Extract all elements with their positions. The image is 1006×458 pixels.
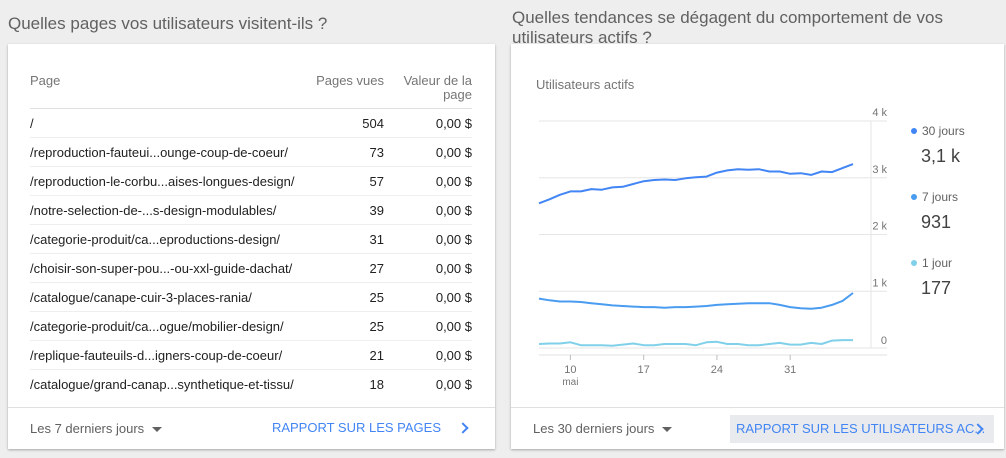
table-row[interactable]: /notre-selection-de-...s-design-modulabl… <box>30 195 472 225</box>
legend-value-7-days: 931 <box>921 212 952 232</box>
legend-item-7-days: 7 jours 931 <box>911 190 958 233</box>
users-report-link[interactable]: RAPPORT SUR LES UTILISATEURS AC... <box>730 415 994 443</box>
pages-report-link[interactable]: RAPPORT SUR LES PAGES <box>266 408 473 448</box>
y-tick-label: 2 k <box>872 221 887 233</box>
pageviews-cell: 25 <box>300 311 384 341</box>
page-cell: /choisir-son-super-pou...-ou-xxl-guide-d… <box>30 253 300 283</box>
pageviews-cell: 27 <box>300 253 384 283</box>
y-tick-label: 3 k <box>872 164 887 176</box>
table-row[interactable]: /catalogue/canape-cuir-3-places-rania/25… <box>30 282 472 312</box>
table-row[interactable]: /categorie-produit/ca...ogue/mobilier-de… <box>30 311 472 341</box>
legend-dot-7-days <box>911 193 917 200</box>
page-cell: /categorie-produit/ca...ogue/mobilier-de… <box>30 311 300 341</box>
pages-card-footer: Les 7 derniers jours RAPPORT SUR LES PAG… <box>8 407 495 449</box>
chart-title: Utilisateurs actifs <box>536 77 635 92</box>
table-row[interactable]: /replique-fauteuils-d...igners-coup-de-c… <box>30 340 472 370</box>
page-cell: /categorie-produit/ca...eproductions-des… <box>30 224 300 254</box>
column-header-pageviews[interactable]: Pages vues <box>300 74 384 109</box>
page-value-cell: 0,00 $ <box>384 137 472 167</box>
pages-heading: Quelles pages vos utilisateurs visitent-… <box>8 14 328 33</box>
page-value-cell: 0,00 $ <box>384 108 472 138</box>
users-heading: Quelles tendances se dégagent du comport… <box>512 8 943 47</box>
pages-date-range-label: Les 7 derniers jours <box>30 421 145 436</box>
users-card: Utilisateurs actifs 0 1 k 2 k 3 k 4 k 10 mai 17… <box>511 44 1004 449</box>
legend-value-1-day: 177 <box>921 278 952 298</box>
x-tick-label: 31 <box>784 364 796 376</box>
caret-down-icon <box>152 427 163 433</box>
caret-down-icon <box>662 427 673 433</box>
series-line <box>538 163 854 205</box>
page-cell: /reproduction-fauteui...ounge-coup-de-co… <box>30 137 300 167</box>
table-row[interactable]: /reproduction-fauteui...ounge-coup-de-co… <box>30 137 472 167</box>
page-cell: / <box>30 108 300 138</box>
x-tick-label: 10 <box>564 364 576 376</box>
table-row[interactable]: /reproduction-le-corbu...aises-longues-d… <box>30 166 472 196</box>
x-tick-label: 24 <box>711 364 723 376</box>
table-header-row: Page Pages vues Valeur de la page <box>30 74 472 109</box>
x-tick-label: 17 <box>638 364 650 376</box>
legend-value-30-days: 3,1 k <box>921 146 961 166</box>
table-row[interactable]: /choisir-son-super-pou...-ou-xxl-guide-d… <box>30 253 472 283</box>
page-value-cell: 0,00 $ <box>384 166 472 196</box>
page-value-cell: 0,00 $ <box>384 340 472 370</box>
page-value-cell: 0,00 $ <box>384 282 472 312</box>
pageviews-cell: 57 <box>300 166 384 196</box>
table-row[interactable]: /504 0,00 $ <box>30 108 472 138</box>
page-cell: /replique-fauteuils-d...igners-coup-de-c… <box>30 340 300 370</box>
users-report-label: RAPPORT SUR LES UTILISATEURS AC... <box>736 421 986 436</box>
legend-label-7-days: 7 jours <box>922 190 959 204</box>
legend-dot-1-day <box>911 259 917 266</box>
pageviews-cell: 39 <box>300 195 384 225</box>
column-header-page-value[interactable]: Valeur de la page <box>384 74 472 109</box>
legend-label-1-day: 1 jour <box>922 256 953 270</box>
page-cell: /notre-selection-de-...s-design-modulabl… <box>30 195 300 225</box>
pageviews-cell: 73 <box>300 137 384 167</box>
page-value-cell: 0,00 $ <box>384 311 472 341</box>
page-value-cell: 0,00 $ <box>384 253 472 283</box>
pages-table: Page Pages vues Valeur de la page /504 0,… <box>30 74 472 398</box>
series-line <box>538 339 853 347</box>
legend-item-1-day: 1 jour 177 <box>911 256 952 299</box>
legend-label-30-days: 30 jours <box>922 124 965 138</box>
legend-dot-30-days <box>911 127 917 134</box>
pages-date-range-dropdown[interactable]: Les 7 derniers jours <box>30 421 163 436</box>
page-value-cell: 0,00 $ <box>384 195 472 225</box>
pageviews-cell: 21 <box>300 340 384 370</box>
page-value-cell: 0,00 $ <box>384 224 472 254</box>
legend-item-30-days: 30 jours 3,1 k <box>911 124 965 167</box>
table-row[interactable]: /categorie-produit/ca...eproductions-des… <box>30 224 472 254</box>
y-tick-label: 4 k <box>872 107 887 119</box>
series-line <box>538 292 854 310</box>
table-row[interactable]: /catalogue/grand-canap...synthetique-et-… <box>30 370 472 399</box>
pageviews-cell: 504 <box>300 108 384 138</box>
pages-report-label: RAPPORT SUR LES PAGES <box>271 420 441 435</box>
users-date-range-dropdown[interactable]: Les 30 derniers jours <box>533 421 673 436</box>
page-cell: /reproduction-le-corbu...aises-longues-d… <box>30 166 300 196</box>
page-cell: /catalogue/canape-cuir-3-places-rania/ <box>30 282 300 312</box>
page-cell: /catalogue/grand-canap...synthetique-et-… <box>30 376 294 392</box>
column-header-page[interactable]: Page <box>30 74 300 109</box>
pageviews-cell: 18 <box>369 376 384 392</box>
chevron-right-icon <box>457 421 469 434</box>
pageviews-cell: 25 <box>300 282 384 312</box>
x-tick-label: mai <box>562 377 578 388</box>
users-card-footer: Les 30 derniers jours RAPPORT SUR LES UT… <box>511 407 1004 449</box>
pages-card: Page Pages vues Valeur de la page /504 0,… <box>8 44 495 449</box>
page-value-cell: 0,00 $ <box>435 376 472 392</box>
pageviews-cell: 31 <box>300 224 384 254</box>
y-tick-label: 1 k <box>872 277 887 289</box>
users-date-range-label: Les 30 derniers jours <box>533 421 655 436</box>
y-tick-label: 0 <box>881 335 887 347</box>
